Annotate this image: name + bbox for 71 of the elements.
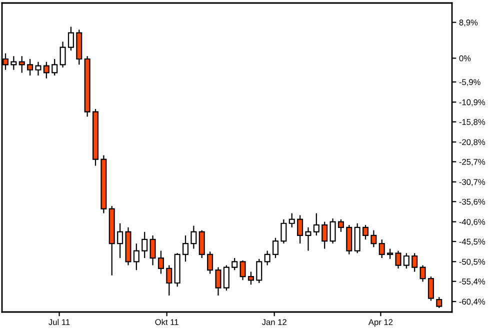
candlestick xyxy=(362,224,369,240)
candlestick xyxy=(166,264,172,296)
y-tick-label: -35,6% xyxy=(459,198,486,206)
candlestick xyxy=(198,230,205,259)
candlestick xyxy=(240,260,246,281)
candlestick xyxy=(223,264,230,292)
candlestick xyxy=(305,226,312,252)
candlestick xyxy=(215,266,222,296)
x-tick-label: Okt 11 xyxy=(155,318,178,326)
y-tick-label: 0% xyxy=(459,55,471,62)
candlestick xyxy=(190,225,197,250)
candlestick xyxy=(272,237,279,259)
y-tick-label: -5,9% xyxy=(459,79,480,86)
candlestick xyxy=(60,41,66,68)
candlestick xyxy=(92,108,99,166)
candlestick xyxy=(297,214,304,244)
candlestick xyxy=(108,205,115,276)
y-tick-label: -30,7% xyxy=(459,179,486,186)
y-tick-label: -25,7% xyxy=(459,158,486,166)
candlestick xyxy=(125,226,132,266)
candlestick xyxy=(207,251,214,274)
candlestick xyxy=(27,58,34,76)
x-tick-label: Jan 12 xyxy=(262,319,286,326)
candlestick xyxy=(338,218,344,232)
candlestick xyxy=(117,222,124,259)
candlestick xyxy=(370,230,377,248)
candlestick xyxy=(322,221,328,250)
candlestick xyxy=(35,61,42,76)
candlestick xyxy=(174,252,180,288)
candlestick xyxy=(330,218,336,244)
candlestick xyxy=(100,154,107,214)
candlestick xyxy=(150,234,156,266)
y-tick-label: 8,9% xyxy=(459,20,478,26)
candlestick xyxy=(68,26,74,52)
candlestick xyxy=(346,224,352,255)
candlestick xyxy=(43,61,50,79)
candlestick xyxy=(18,56,25,74)
candlestick xyxy=(52,58,58,76)
candlestick xyxy=(232,257,238,271)
y-tick-label: -55,4% xyxy=(459,278,486,286)
y-tick-label: -40,6% xyxy=(459,218,486,226)
candlestick xyxy=(133,242,140,271)
candlestick xyxy=(436,296,442,309)
candlestick xyxy=(248,271,254,286)
candlestick xyxy=(280,218,287,244)
candlestick xyxy=(378,238,385,259)
candlestick xyxy=(428,276,434,302)
x-tick-label: Jul 11 xyxy=(48,318,70,326)
candlestick xyxy=(142,231,148,259)
y-tick-label: -20,8% xyxy=(459,139,486,146)
candlestick xyxy=(403,252,410,270)
candlestick xyxy=(182,234,189,262)
candlestick xyxy=(412,252,418,272)
candlestick xyxy=(10,56,17,70)
candlestick xyxy=(387,248,394,260)
y-tick-label: -50,5% xyxy=(459,258,486,266)
candlestick xyxy=(288,212,295,228)
candlestick xyxy=(395,250,402,270)
candlestick xyxy=(264,250,270,266)
candlestick xyxy=(354,222,360,254)
candlestick xyxy=(420,264,426,282)
candlestick xyxy=(76,29,82,66)
y-tick-label: -10,9% xyxy=(459,99,486,106)
y-tick-label: -45,5% xyxy=(459,238,486,246)
candlestick xyxy=(256,258,262,284)
y-tick-label: -60,4% xyxy=(459,298,486,306)
candlestick xyxy=(158,250,164,274)
candlestick xyxy=(313,212,320,236)
y-tick-label: -15,8% xyxy=(459,119,486,126)
x-tick-label: Apr 12 xyxy=(368,319,393,327)
candlestick xyxy=(84,56,90,118)
